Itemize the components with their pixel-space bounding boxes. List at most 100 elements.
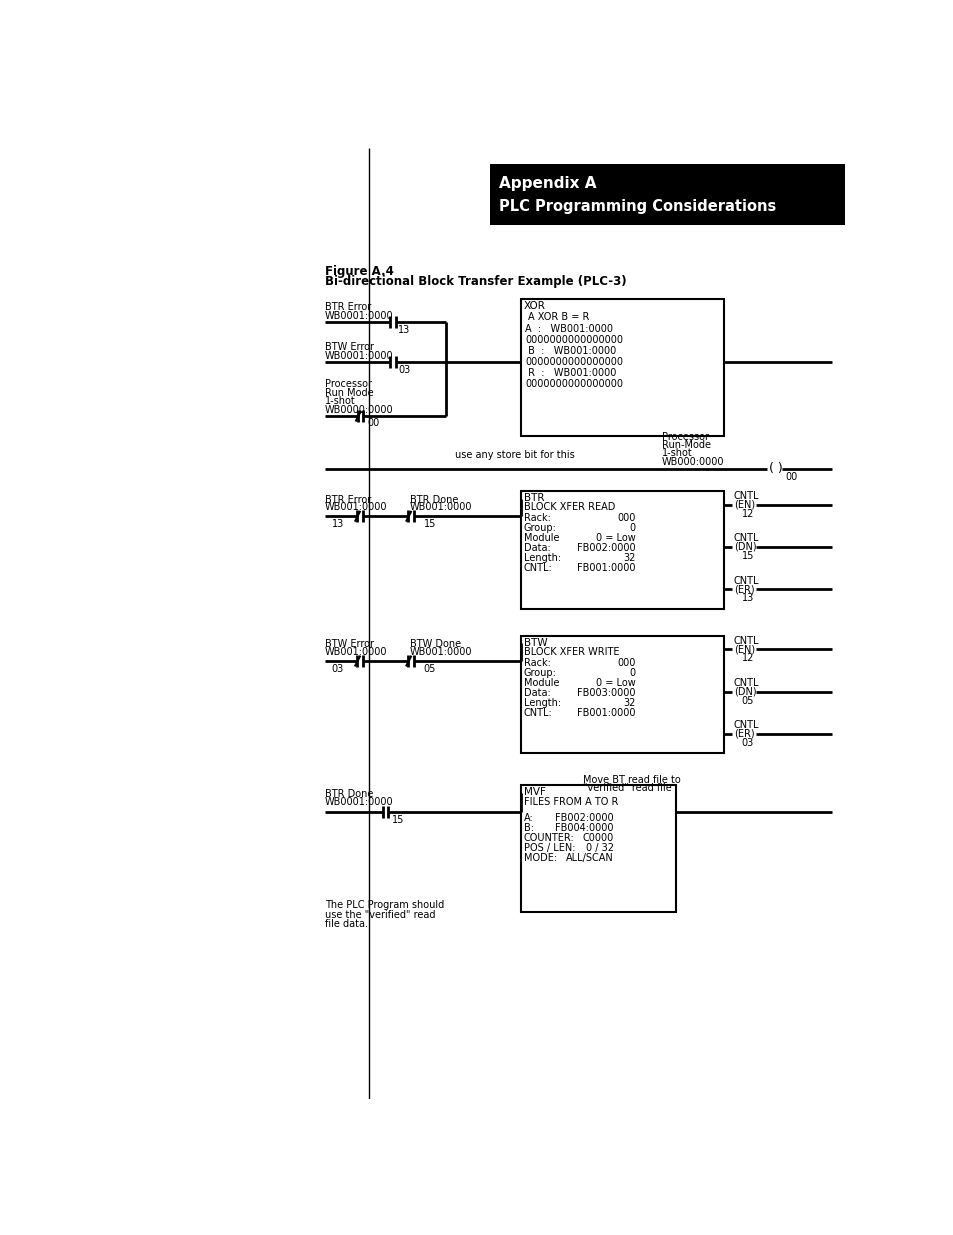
Text: 0000000000000000: 0000000000000000 <box>525 357 622 367</box>
Text: Module: Module <box>523 678 558 688</box>
Text: (EN): (EN) <box>733 645 754 655</box>
Text: 1-shot: 1-shot <box>661 448 692 458</box>
Text: BTR Done: BTR Done <box>410 495 457 505</box>
Text: (ER): (ER) <box>733 729 754 739</box>
Text: 000: 000 <box>617 658 635 668</box>
Text: Group:: Group: <box>523 668 557 678</box>
Text: Run-Mode: Run-Mode <box>661 440 710 450</box>
Text: Move BT read file to: Move BT read file to <box>582 776 679 785</box>
Text: C0000: C0000 <box>582 832 613 842</box>
Text: FB004:0000: FB004:0000 <box>555 823 613 832</box>
Text: Length:: Length: <box>523 553 560 563</box>
Text: 0: 0 <box>629 524 635 534</box>
Text: A:: A: <box>523 813 533 823</box>
Text: WB0000:0000: WB0000:0000 <box>324 405 393 415</box>
Text: 15: 15 <box>740 551 753 561</box>
Text: file data.: file data. <box>324 919 367 929</box>
Text: "verified" read file: "verified" read file <box>582 783 671 793</box>
Bar <box>520 299 723 436</box>
Text: BTR Error: BTR Error <box>324 303 371 312</box>
Text: 13: 13 <box>332 520 343 530</box>
Text: PLC Programming Considerations: PLC Programming Considerations <box>498 199 776 214</box>
Text: BTW Error: BTW Error <box>324 342 374 352</box>
Text: 0: 0 <box>629 668 635 678</box>
Text: WB001:0000: WB001:0000 <box>324 647 387 657</box>
Text: 00: 00 <box>367 419 379 429</box>
Text: (EN): (EN) <box>733 499 754 509</box>
Text: 15: 15 <box>423 520 436 530</box>
Text: use any store bit for this: use any store bit for this <box>455 450 574 461</box>
Text: MVF: MVF <box>523 787 545 798</box>
Text: Bi-directional Block Transfer Example (PLC-3): Bi-directional Block Transfer Example (P… <box>324 275 625 288</box>
Text: Processor: Processor <box>324 379 372 389</box>
Text: CNTL: CNTL <box>733 534 759 543</box>
Text: ALL/SCAN: ALL/SCAN <box>565 852 613 863</box>
Text: (DN): (DN) <box>733 687 756 697</box>
Text: BTR Done: BTR Done <box>324 789 373 799</box>
Text: WB001:0000: WB001:0000 <box>410 647 472 657</box>
Text: 0 = Low: 0 = Low <box>595 678 635 688</box>
Text: CNTL: CNTL <box>733 490 759 501</box>
Text: 32: 32 <box>622 698 635 708</box>
Text: Group:: Group: <box>523 524 557 534</box>
Bar <box>489 163 843 225</box>
Text: 12: 12 <box>740 653 753 663</box>
Text: 1-shot: 1-shot <box>324 396 355 406</box>
Text: BTW: BTW <box>523 638 547 648</box>
Text: 13: 13 <box>740 593 753 603</box>
Text: 03: 03 <box>332 664 343 674</box>
Bar <box>520 785 675 911</box>
Text: CNTL: CNTL <box>733 678 759 688</box>
Text: Length:: Length: <box>523 698 560 708</box>
Text: (DN): (DN) <box>733 542 756 552</box>
Text: 0000000000000000: 0000000000000000 <box>525 379 622 389</box>
Text: BLOCK XFER READ: BLOCK XFER READ <box>523 503 615 513</box>
Text: Rack:: Rack: <box>523 658 550 668</box>
Text: WB001:0000: WB001:0000 <box>410 503 472 513</box>
Bar <box>520 636 723 753</box>
Text: 00: 00 <box>785 472 797 483</box>
Text: Module: Module <box>523 534 558 543</box>
Text: Figure A.4: Figure A.4 <box>324 266 393 278</box>
Text: POS / LEN:: POS / LEN: <box>523 842 575 852</box>
Text: CNTL: CNTL <box>733 720 759 730</box>
Text: FB001:0000: FB001:0000 <box>577 563 635 573</box>
Text: 12: 12 <box>740 509 753 519</box>
Text: 13: 13 <box>397 325 410 335</box>
Text: 0000000000000000: 0000000000000000 <box>525 335 622 345</box>
Text: BLOCK XFER WRITE: BLOCK XFER WRITE <box>523 647 618 657</box>
Text: Appendix A: Appendix A <box>498 175 596 191</box>
Text: WB001:0000: WB001:0000 <box>324 503 387 513</box>
Text: WB0001:0000: WB0001:0000 <box>324 797 393 806</box>
Text: B  :   WB001:0000: B : WB001:0000 <box>525 346 616 356</box>
Text: BTR Error: BTR Error <box>324 495 371 505</box>
Text: A XOR B = R: A XOR B = R <box>528 312 589 322</box>
Text: Run Mode: Run Mode <box>324 388 373 398</box>
Text: CNTL:: CNTL: <box>523 708 552 718</box>
Text: 15: 15 <box>392 815 404 825</box>
Text: 0 / 32: 0 / 32 <box>585 842 613 852</box>
Text: (ER): (ER) <box>733 584 754 594</box>
Text: FB002:0000: FB002:0000 <box>577 543 635 553</box>
Text: FILES FROM A TO R: FILES FROM A TO R <box>523 797 618 806</box>
Text: 03: 03 <box>740 739 753 748</box>
Text: The PLC Program should: The PLC Program should <box>324 900 443 910</box>
Text: 000: 000 <box>617 514 635 524</box>
Text: Data:: Data: <box>523 543 550 553</box>
Text: BTW Done: BTW Done <box>410 640 460 650</box>
Text: FB003:0000: FB003:0000 <box>577 688 635 698</box>
Text: 03: 03 <box>397 364 410 374</box>
Text: Data:: Data: <box>523 688 550 698</box>
Text: CNTL: CNTL <box>733 576 759 585</box>
Text: COUNTER:: COUNTER: <box>523 832 574 842</box>
Text: FB002:0000: FB002:0000 <box>555 813 613 823</box>
Text: BTW Error: BTW Error <box>324 640 374 650</box>
Text: B:: B: <box>523 823 534 832</box>
Text: Processor: Processor <box>661 431 708 442</box>
Text: MODE:: MODE: <box>523 852 557 863</box>
Bar <box>520 490 723 609</box>
Text: Rack:: Rack: <box>523 514 550 524</box>
Text: CNTL:: CNTL: <box>523 563 552 573</box>
Text: 32: 32 <box>622 553 635 563</box>
Text: WB0001:0000: WB0001:0000 <box>324 311 393 321</box>
